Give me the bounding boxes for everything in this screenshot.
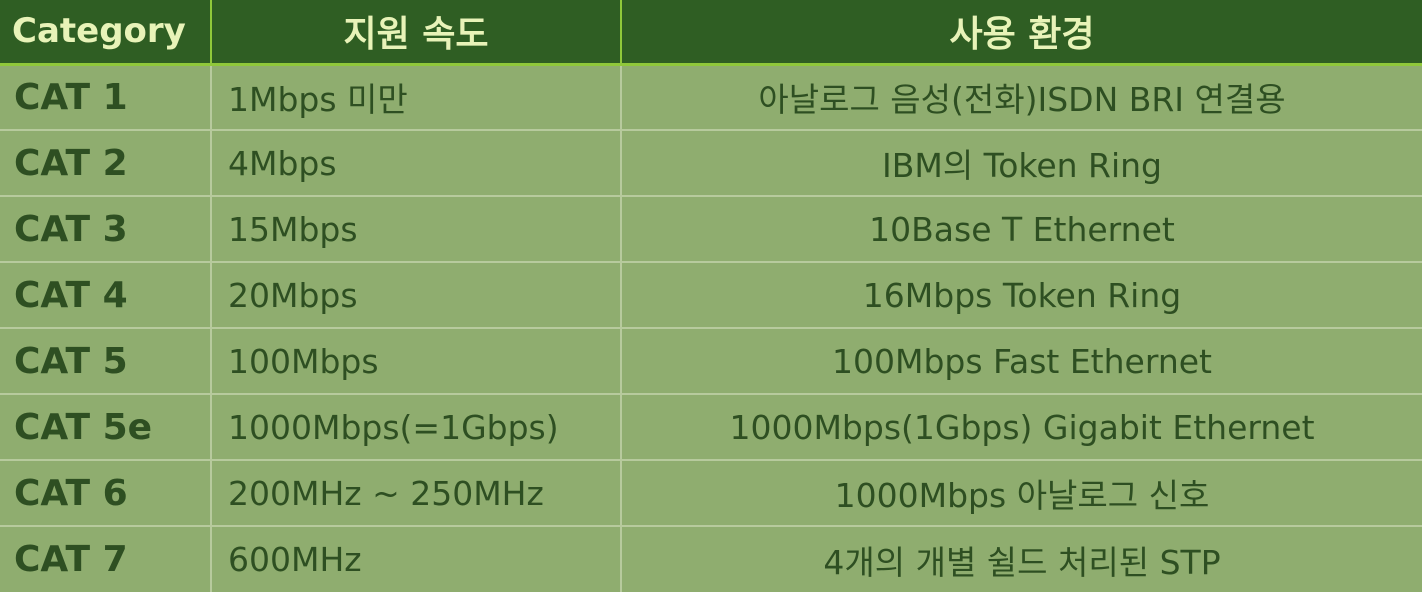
speed-cell: 4Mbps <box>211 129 622 196</box>
header-row: Category 지원 속도 사용 환경 <box>0 0 1422 66</box>
environment-cell: IBM의 Token Ring <box>621 129 1422 196</box>
environment-cell: 4개의 개별 쉴드 처리된 STP <box>621 525 1422 592</box>
category-cell: CAT 3 <box>0 195 212 262</box>
environment-cell: 10Base T Ethernet <box>621 195 1422 262</box>
header-environment: 사용 환경 <box>621 0 1422 66</box>
table-row: CAT 5e 1000Mbps(=1Gbps) 1000Mbps(1Gbps) … <box>0 393 1422 460</box>
table-row: CAT 7 600MHz 4개의 개별 쉴드 처리된 STP <box>0 525 1422 592</box>
category-cell: CAT 6 <box>0 459 212 526</box>
header-category: Category <box>0 0 212 66</box>
speed-cell: 20Mbps <box>211 261 622 328</box>
table-row: CAT 1 1Mbps 미만 아날로그 음성(전화)ISDN BRI 연결용 <box>0 63 1422 130</box>
speed-cell: 100Mbps <box>211 327 622 394</box>
environment-cell: 100Mbps Fast Ethernet <box>621 327 1422 394</box>
category-cell: CAT 5e <box>0 393 212 460</box>
speed-cell: 200MHz ~ 250MHz <box>211 459 622 526</box>
category-cell: CAT 7 <box>0 525 212 592</box>
environment-cell: 1000Mbps 아날로그 신호 <box>621 459 1422 526</box>
header-speed: 지원 속도 <box>211 0 622 66</box>
category-cell: CAT 2 <box>0 129 212 196</box>
environment-cell: 아날로그 음성(전화)ISDN BRI 연결용 <box>621 63 1422 130</box>
table-row: CAT 3 15Mbps 10Base T Ethernet <box>0 195 1422 262</box>
table-row: CAT 5 100Mbps 100Mbps Fast Ethernet <box>0 327 1422 394</box>
environment-cell: 16Mbps Token Ring <box>621 261 1422 328</box>
table-row: CAT 2 4Mbps IBM의 Token Ring <box>0 129 1422 196</box>
category-cell: CAT 1 <box>0 63 212 130</box>
environment-cell: 1000Mbps(1Gbps) Gigabit Ethernet <box>621 393 1422 460</box>
speed-cell: 15Mbps <box>211 195 622 262</box>
speed-cell: 600MHz <box>211 525 622 592</box>
table-row: CAT 6 200MHz ~ 250MHz 1000Mbps 아날로그 신호 <box>0 459 1422 526</box>
table-body: CAT 1 1Mbps 미만 아날로그 음성(전화)ISDN BRI 연결용 C… <box>0 63 1422 592</box>
table-header: Category 지원 속도 사용 환경 <box>0 0 1422 66</box>
speed-cell: 1Mbps 미만 <box>211 63 622 130</box>
speed-cell: 1000Mbps(=1Gbps) <box>211 393 622 460</box>
category-cell: CAT 5 <box>0 327 212 394</box>
category-cell: CAT 4 <box>0 261 212 328</box>
table-row: CAT 4 20Mbps 16Mbps Token Ring <box>0 261 1422 328</box>
